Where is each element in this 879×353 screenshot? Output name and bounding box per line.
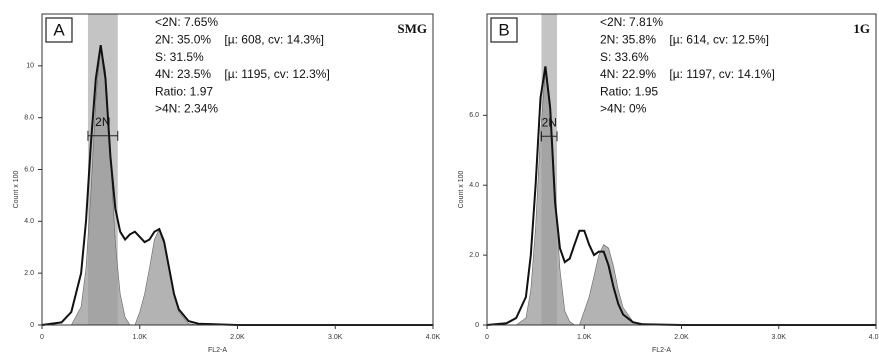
y-tick-label: 4.0 [24,218,34,225]
annotation: >4N: 0% [600,102,647,116]
panel-label: A [53,20,65,39]
histogram-line [41,44,433,326]
annotation: Ratio: 1.95 [600,84,658,98]
x-tick-label: 1.0K [133,334,148,341]
annotation: S: 33.6% [600,50,649,64]
panel-label-box [490,17,518,43]
annotation: 4N: 23.5% [µ: 1195, cv: 12.3%] [155,67,330,81]
x-tick-label: 2.0K [674,334,689,341]
panel-label: B [498,20,509,39]
y-tick-label: 8.0 [24,115,34,122]
annotation: <2N: 7.81% [600,15,663,29]
annotation: <2N: 7.65% [155,15,218,29]
histogram-fit-area [42,45,433,326]
x-tick-label: 3.0K [772,334,787,341]
x-tick-label: 0 [40,334,44,341]
annotation: 4N: 22.9% [µ: 1197, cv: 14.1%] [600,67,775,81]
panel: 2N 0 1.0K 2.0K 3.0K 4.0K 0 2.0 4.0 6.0 8.0 10 Count … [13,13,441,353]
x-axis-label: FL2-A [208,347,227,353]
annotation: 2N: 35.8% [µ: 614, cv: 12.5%] [600,32,769,46]
annotation: Ratio: 1.97 [155,84,213,98]
x-tick-label: 3.0K [328,334,343,341]
annotation: 2N: 35.0% [µ: 608, cv: 14.3%] [155,32,324,46]
y-axis-label: Count x 100 [13,171,20,209]
histogram-line [486,66,876,326]
y-axis-label: Count x 100 [458,171,465,209]
x-tick-label: 4.0K [869,334,879,341]
x-tick-label: 4.0K [426,334,441,341]
gate-label: 2N [542,115,557,129]
annotation: >4N: 2.34% [155,102,218,116]
y-tick-label: 4.0 [469,182,479,189]
y-tick-label: 2.0 [24,270,34,277]
sample-name: SMG [397,21,427,36]
histogram-fit-area [487,69,876,326]
panel-label-box [45,17,73,43]
annotation: S: 31.5% [155,50,204,64]
x-axis-label: FL2-A [652,347,671,353]
x-tick-label: 2.0K [230,334,245,341]
panel: 2N 0 1.0K 2.0K 3.0K 4.0K 0 2.0 4.0 6.0 Count x 100… [458,13,879,353]
x-tick-label: 1.0K [577,334,592,341]
y-tick-label: 10 [26,63,34,70]
y-tick-label: 6.0 [24,166,34,173]
x-tick-label: 0 [485,334,489,341]
y-tick-label: 0 [30,322,34,329]
y-tick-label: 6.0 [469,112,479,119]
y-tick-label: 2.0 [469,252,479,259]
y-tick-label: 0 [475,322,479,329]
gate-label: 2N [95,115,110,129]
sample-name: 1G [853,21,870,36]
